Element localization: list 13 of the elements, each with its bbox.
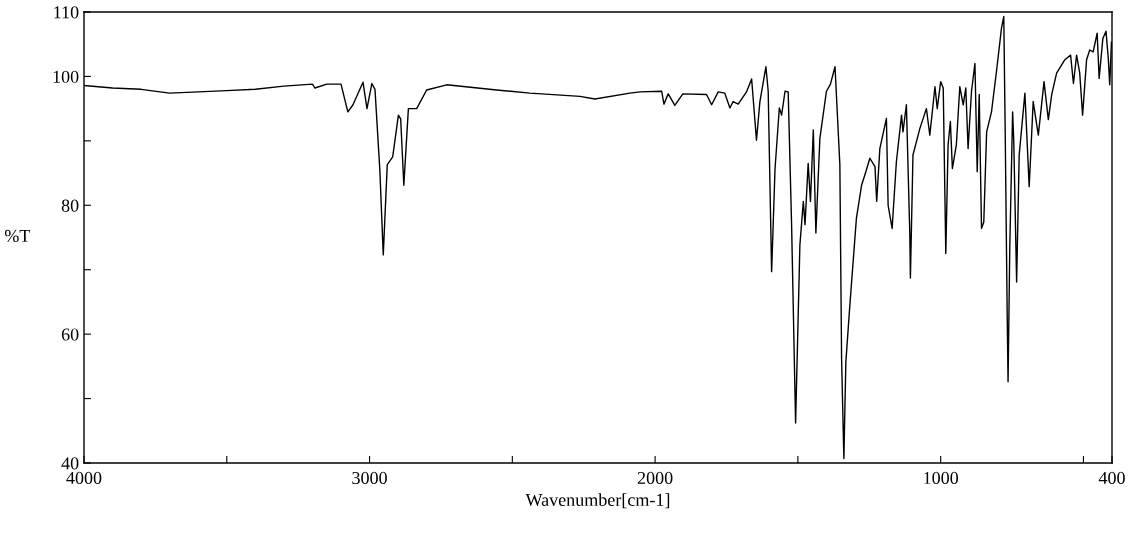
y-axis-title: %T [4, 229, 31, 243]
y-tick-label: 80 [61, 199, 79, 212]
x-tick-label: 2000 [637, 471, 673, 485]
x-tick-label: 4000 [66, 471, 102, 485]
x-tick-label: 1000 [924, 471, 959, 485]
y-tick-label: 40 [61, 457, 79, 470]
y-tick-label: 110 [54, 6, 79, 19]
y-tick-label: 60 [61, 328, 79, 341]
x-tick-label: 400 [1098, 471, 1125, 485]
x-tick-label: 3000 [352, 471, 387, 485]
x-axis-title: Wavenumber[cm-1] [525, 493, 670, 509]
y-tick-label: 100 [53, 70, 79, 83]
line-series [84, 15, 1112, 460]
